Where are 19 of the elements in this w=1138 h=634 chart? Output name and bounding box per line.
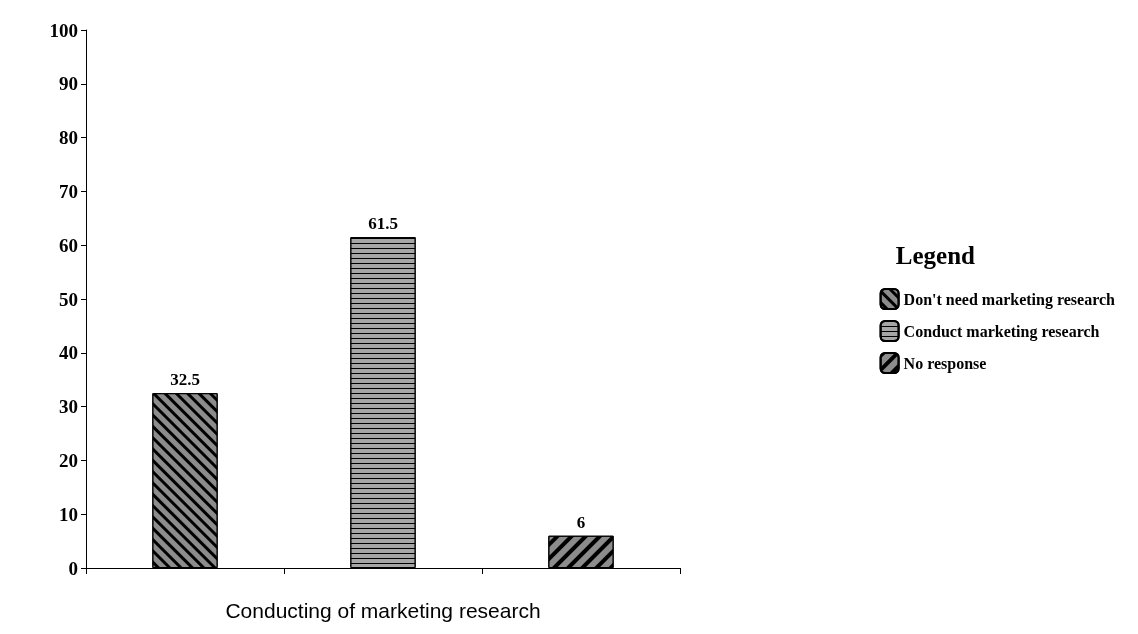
y-tick-label: 60 (59, 234, 78, 256)
y-tick-label: 80 (59, 127, 78, 149)
legend-label: Conduct marketing research (903, 322, 1100, 341)
legend-label: No response (903, 354, 987, 373)
data-label: 61.5 (368, 214, 398, 234)
y-tick-label: 30 (59, 396, 78, 418)
y-tick-label: 20 (59, 449, 78, 471)
y-tick-label: 10 (59, 503, 78, 525)
y-tick-label: 40 (59, 342, 78, 364)
y-tick-label: 70 (59, 180, 78, 202)
data-label: 32.5 (170, 370, 200, 390)
y-tick-label: 90 (59, 73, 78, 95)
y-tick-label: 0 (68, 557, 78, 579)
y-tick-label: 50 (59, 288, 78, 310)
legend-label: Don't need marketing research (903, 290, 1116, 309)
y-tick-label: 100 (49, 19, 78, 41)
legend-title: Legend (895, 242, 976, 269)
data-label: 6 (576, 512, 586, 532)
x-axis-title: Conducting of marketing research (225, 599, 541, 622)
